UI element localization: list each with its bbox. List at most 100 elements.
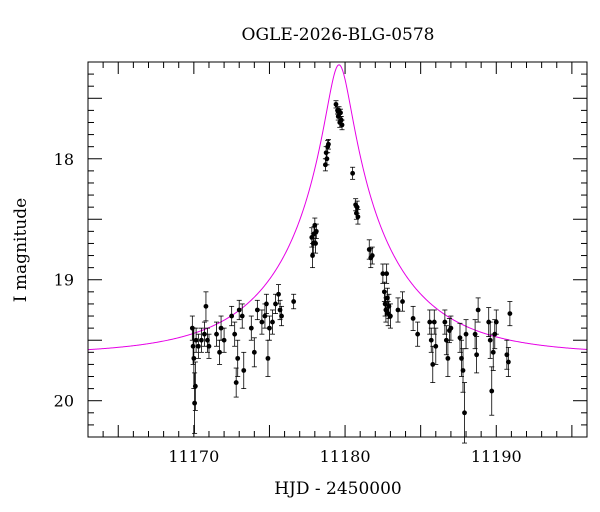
point-68 [383, 307, 389, 313]
plot-area [87, 64, 588, 444]
point-103 [505, 359, 511, 365]
point-2 [191, 355, 197, 361]
data-point-104 [507, 301, 513, 327]
data-point-26 [259, 309, 265, 335]
data-point-22 [241, 351, 247, 390]
point-85 [445, 355, 451, 361]
data-point-24 [251, 337, 257, 368]
point-21 [239, 313, 245, 319]
data-point-35 [279, 305, 285, 327]
point-92 [463, 331, 469, 337]
point-104 [507, 311, 513, 317]
x-tick-label-0: 11170 [168, 447, 219, 466]
point-90 [460, 368, 466, 373]
point-82 [433, 343, 439, 349]
point-30 [267, 325, 272, 331]
point-98 [489, 388, 495, 394]
data-point-46 [324, 152, 330, 166]
data-point-18 [233, 367, 239, 398]
data-point-56 [339, 119, 345, 131]
data-point-11 [206, 333, 212, 359]
data-point-73 [387, 303, 393, 329]
data-point-99 [490, 333, 496, 371]
data-point-3 [192, 372, 198, 434]
point-80 [430, 362, 436, 367]
data-point-80 [430, 345, 436, 383]
point-5 [193, 337, 199, 343]
x-axis-label: HJD - 2450000 [274, 479, 402, 499]
data-point-87 [448, 315, 454, 341]
y-axis-label: I magnitude [11, 198, 31, 302]
point-42 [313, 241, 318, 246]
point-6 [195, 343, 201, 349]
point-43 [313, 228, 319, 234]
data-point-19 [235, 339, 241, 377]
data-point-29 [265, 339, 271, 377]
tick-labels: 11170 11180 11190 18 19 20 [54, 150, 522, 466]
data-point-21 [239, 303, 245, 329]
point-17 [232, 331, 238, 337]
data-point-5 [193, 327, 199, 353]
point-24 [251, 349, 257, 355]
point-74 [395, 307, 401, 313]
point-16 [229, 313, 235, 319]
point-15 [221, 337, 227, 343]
point-29 [265, 355, 271, 361]
point-91 [462, 410, 467, 416]
point-1 [190, 343, 196, 349]
data-point-16 [229, 305, 235, 327]
point-73 [388, 313, 393, 319]
data-point-32 [273, 293, 279, 315]
point-27 [262, 313, 268, 319]
point-101 [493, 319, 499, 325]
point-87 [448, 325, 454, 331]
data-point-13 [217, 339, 223, 365]
data-point-57 [350, 166, 356, 180]
y-tick-label-0: 18 [54, 150, 74, 169]
point-79 [428, 337, 434, 343]
point-75 [400, 299, 405, 304]
data-point-31 [269, 309, 275, 335]
x-tick-label-2: 11190 [471, 447, 522, 466]
point-11 [206, 343, 212, 349]
point-76 [410, 316, 416, 321]
data-point-82 [433, 327, 439, 365]
data-point-61 [355, 209, 361, 225]
point-48 [326, 141, 331, 147]
point-25 [254, 307, 260, 313]
chart-title: OGLE-2026-BLG-0578 [242, 25, 435, 45]
data-point-15 [221, 327, 227, 353]
data-point-7 [198, 327, 204, 353]
point-26 [259, 319, 265, 325]
plot-frame [87, 61, 588, 438]
data-point-98 [489, 366, 495, 416]
data-point-12 [214, 321, 220, 347]
data-point-28 [263, 293, 269, 315]
data-point-93 [472, 319, 478, 350]
point-77 [415, 331, 421, 337]
point-56 [339, 122, 345, 128]
point-78 [427, 319, 433, 325]
data-point-77 [415, 321, 421, 347]
point-93 [472, 331, 478, 337]
point-65 [380, 271, 386, 277]
data-point-74 [395, 297, 401, 323]
point-83 [442, 319, 448, 325]
data-point-76 [410, 305, 416, 331]
data-point-30 [266, 315, 272, 341]
data-point-33 [276, 284, 282, 305]
y-tick-label-2: 20 [54, 392, 74, 411]
data-point-4 [192, 361, 198, 411]
data-point-92 [463, 319, 469, 350]
data-point-8 [201, 321, 207, 347]
data-point-79 [428, 327, 434, 353]
point-36 [291, 299, 297, 304]
point-20 [236, 307, 242, 313]
point-61 [355, 214, 361, 220]
point-14 [218, 325, 224, 331]
data-point-103 [505, 347, 511, 377]
point-99 [490, 349, 496, 355]
data-point-6 [195, 333, 201, 359]
point-60 [354, 204, 360, 210]
